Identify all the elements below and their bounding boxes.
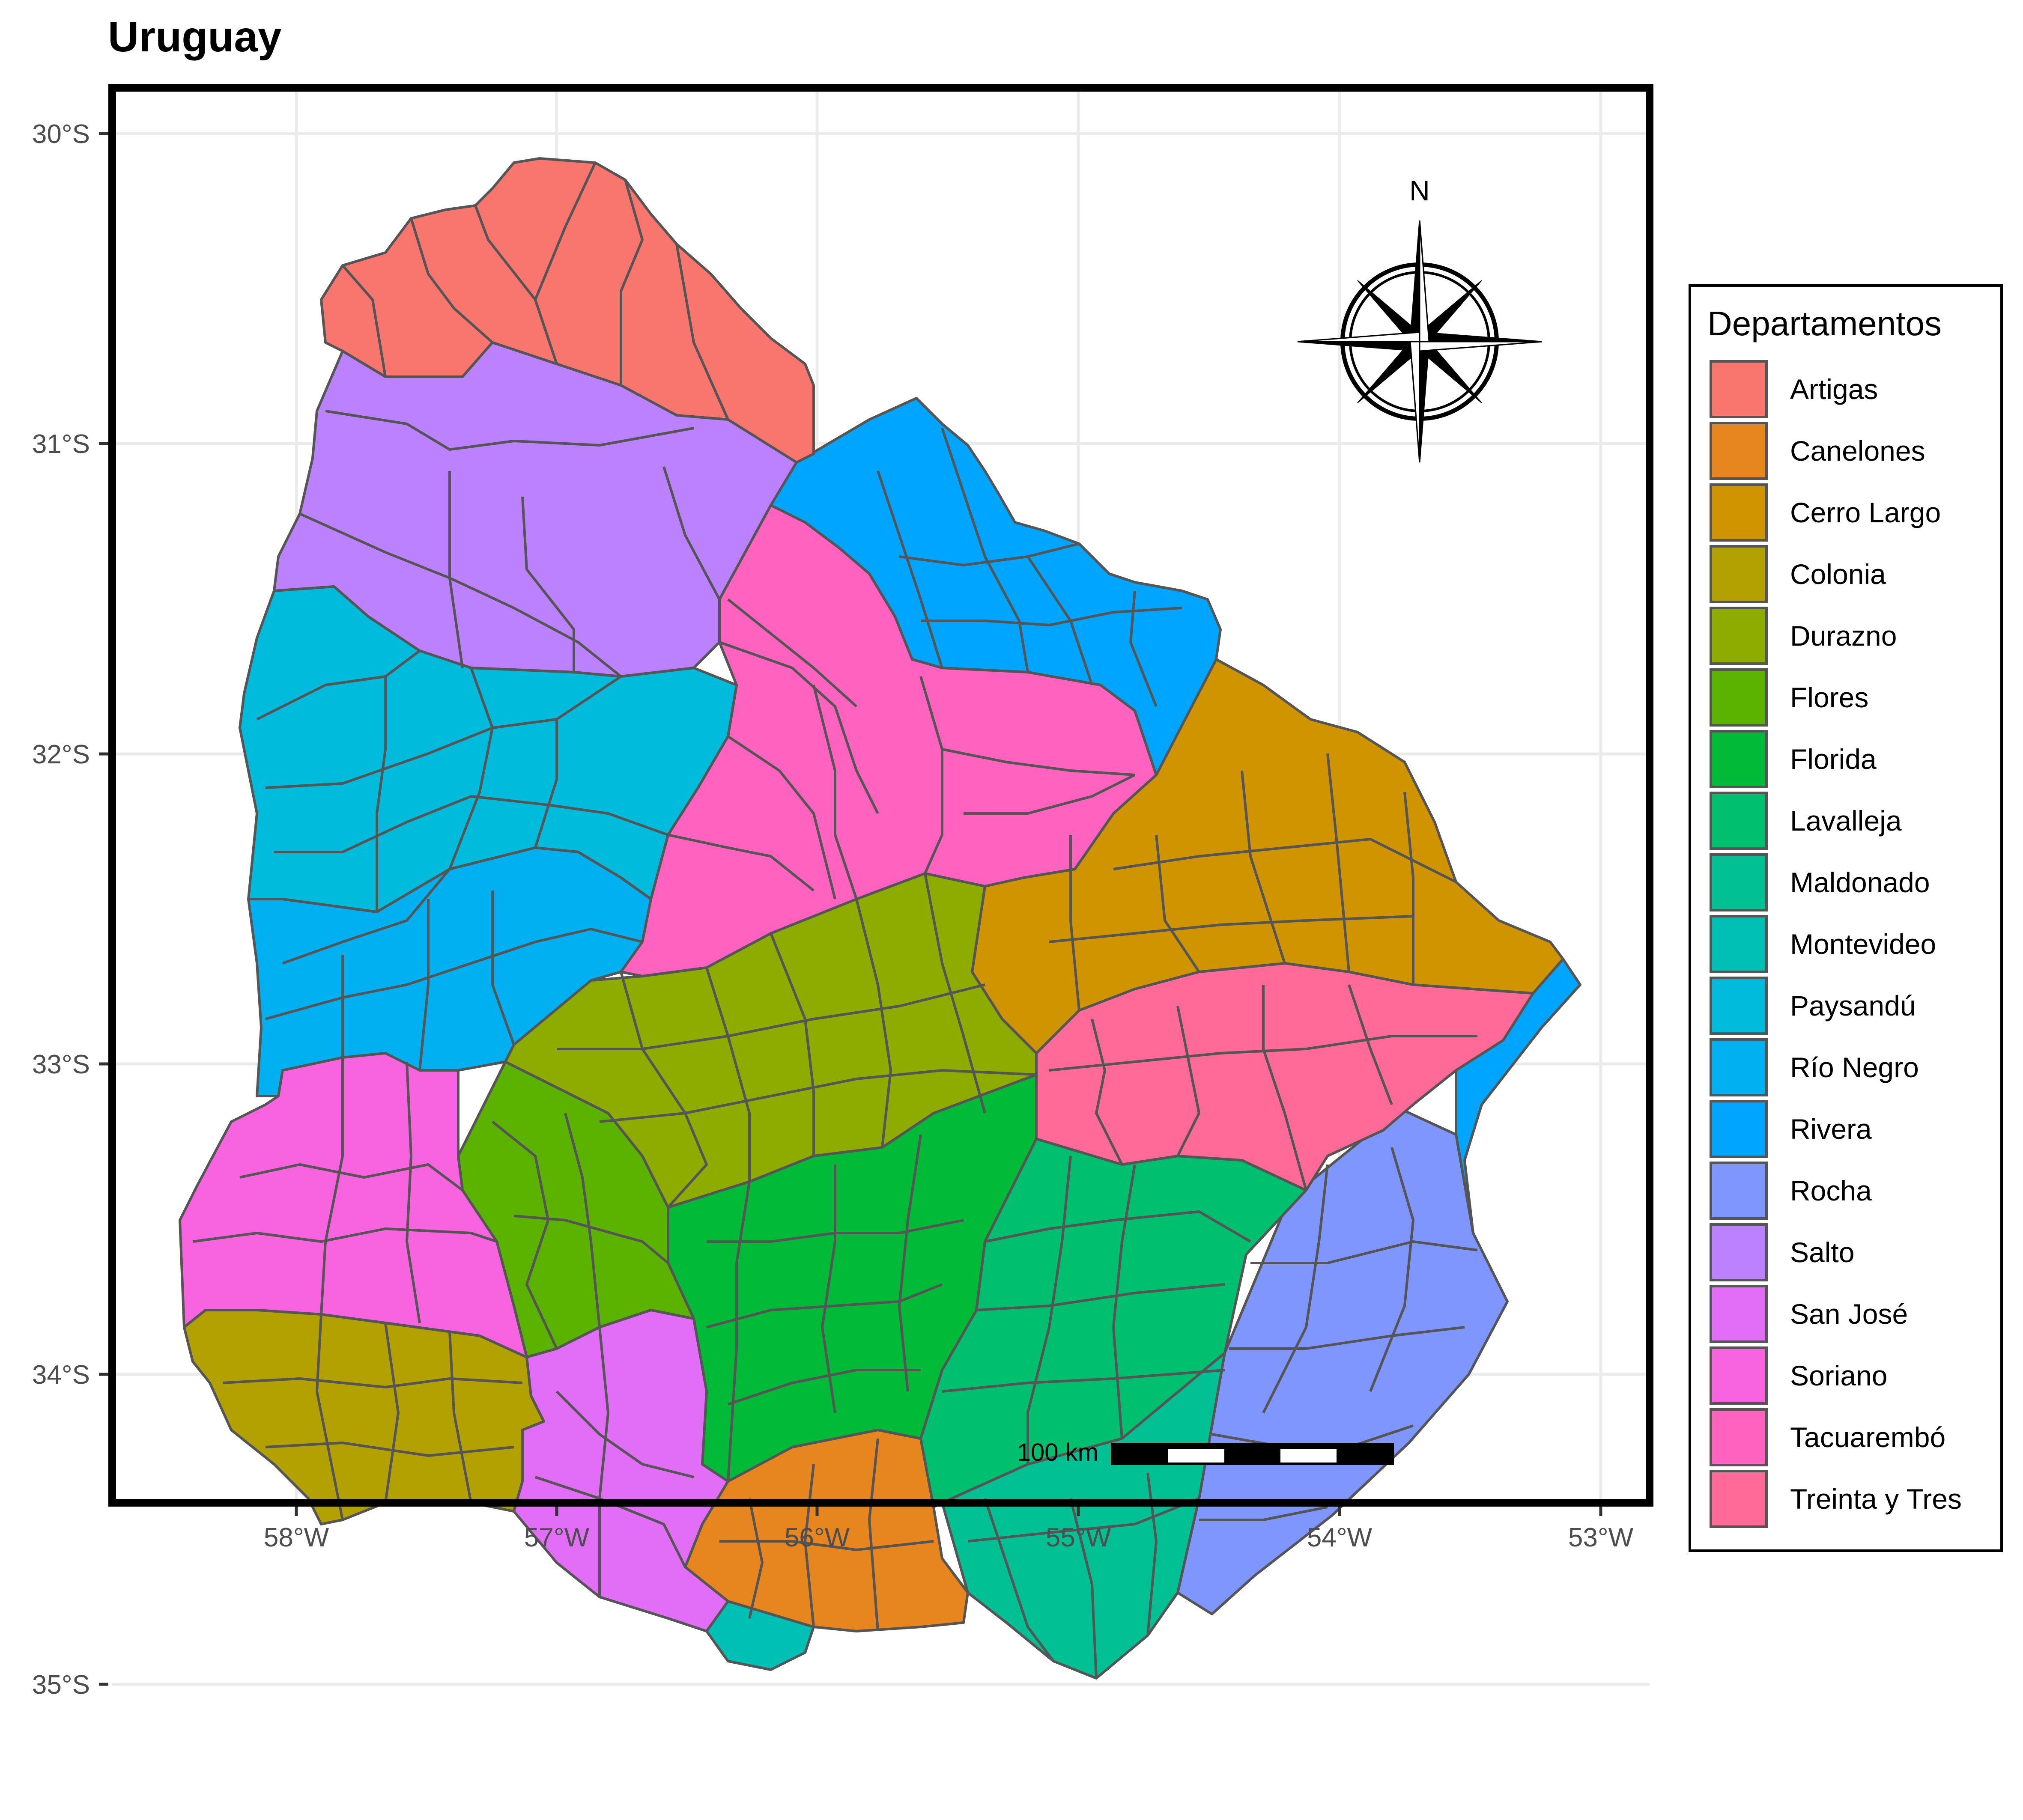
legend-item[interactable]: Flores: [1710, 668, 1868, 727]
y-tick-label: 33°S: [32, 1050, 90, 1079]
legend-item[interactable]: Cerro Largo: [1710, 483, 1941, 542]
legend-key-swatch: [1710, 730, 1768, 788]
x-tick-label: 53°W: [1568, 1523, 1634, 1552]
legend-key-swatch: [1710, 1100, 1768, 1158]
legend-key-swatch: [1710, 1408, 1768, 1466]
y-tick-label: 35°S: [32, 1670, 90, 1700]
legend-item-label: Canelones: [1790, 435, 1925, 467]
y-tick-label: 34°S: [32, 1360, 90, 1390]
scale-bar-seg-4-top: [1280, 1444, 1337, 1449]
legend-key-swatch: [1710, 483, 1768, 542]
legend-item[interactable]: Treinta y Tres: [1710, 1470, 1962, 1528]
y-tick-label: 30°S: [32, 119, 90, 149]
scale-bar: 100 km: [1017, 1439, 1394, 1466]
legend-key-swatch: [1710, 668, 1768, 727]
legend-item-label: Florida: [1790, 743, 1877, 775]
legend-key-swatch: [1710, 853, 1768, 911]
north-arrow: N: [1297, 175, 1542, 463]
scale-bar-label: 100 km: [1017, 1439, 1098, 1466]
legend-item[interactable]: Tacuarembó: [1710, 1408, 1945, 1466]
legend-key-swatch: [1710, 360, 1768, 418]
scale-bar-seg-2-top: [1168, 1444, 1224, 1449]
legend-key-swatch: [1710, 545, 1768, 603]
legend-item[interactable]: Lavalleja: [1710, 792, 1902, 850]
legend-key-swatch: [1710, 1162, 1768, 1220]
legend-item[interactable]: Montevideo: [1710, 915, 1936, 973]
legend-item[interactable]: Durazno: [1710, 607, 1897, 665]
map-title: Uruguay: [108, 13, 282, 61]
scale-bar-seg-3: [1224, 1444, 1280, 1464]
dept-rivera[interactable]: [770, 397, 1222, 776]
legend-key-swatch: [1710, 1285, 1768, 1343]
legend-item-label: Paysandú: [1790, 990, 1916, 1022]
legend-key-swatch: [1710, 977, 1768, 1035]
scale-bar-seg-1: [1112, 1444, 1168, 1464]
legend-item-label: Tacuarembó: [1790, 1421, 1945, 1453]
legend-item-label: Treinta y Tres: [1790, 1483, 1962, 1515]
legend-item[interactable]: Soriano: [1710, 1346, 1888, 1405]
legend-item[interactable]: Florida: [1710, 730, 1877, 788]
legend-item-label: Artigas: [1790, 373, 1878, 405]
legend-item-label: Durazno: [1790, 620, 1897, 652]
x-tick-label: 57°W: [524, 1523, 590, 1552]
y-axis: 30°S 31°S 32°S 33°S 34°S 35°S: [32, 119, 90, 1700]
legend-item-label: Rivera: [1790, 1113, 1872, 1145]
legend-item[interactable]: Río Negro: [1710, 1038, 1919, 1096]
legend-item[interactable]: Paysandú: [1710, 977, 1916, 1035]
legend-item[interactable]: Colonia: [1710, 545, 1886, 603]
y-tick-label: 31°S: [32, 429, 90, 459]
legend: Departamentos Artigas Canelones Cerro Larg…: [1689, 284, 2003, 1552]
map-panel-border: [108, 84, 1653, 1507]
scale-bar-seg-5: [1337, 1444, 1393, 1464]
legend-item-label: Maldonado: [1790, 867, 1930, 898]
x-axis: 58°W 57°W 56°W 55°W 54°W 53°W: [264, 1523, 1634, 1552]
legend-item-label: Lavalleja: [1790, 805, 1902, 837]
legend-item[interactable]: Rocha: [1710, 1162, 1872, 1220]
legend-item-label: Colonia: [1790, 558, 1886, 590]
legend-item-label: Soriano: [1790, 1360, 1888, 1391]
dept-san-jose[interactable]: [513, 1309, 729, 1632]
legend-item-label: Flores: [1790, 682, 1868, 713]
legend-key-swatch: [1710, 422, 1768, 480]
legend-key-swatch: [1710, 1038, 1768, 1096]
legend-key-swatch: [1710, 1223, 1768, 1281]
legend-items: Artigas Canelones Cerro Largo Colonia Durazn…: [1710, 360, 1962, 1528]
x-tick-label: 55°W: [1046, 1523, 1111, 1552]
legend-key-swatch: [1710, 915, 1768, 973]
legend-item[interactable]: Maldonado: [1710, 853, 1930, 911]
legend-key-swatch: [1710, 607, 1768, 665]
legend-item-label: Cerro Largo: [1790, 497, 1941, 528]
legend-item[interactable]: Canelones: [1710, 422, 1925, 480]
x-tick-label: 54°W: [1307, 1523, 1373, 1552]
subdivisions: [192, 162, 1478, 1679]
legend-title: Departamentos: [1707, 304, 1942, 343]
legend-key-swatch: [1710, 1470, 1768, 1528]
legend-item[interactable]: San José: [1710, 1285, 1908, 1343]
legend-item[interactable]: Rivera: [1710, 1100, 1872, 1158]
legend-item-label: Salto: [1790, 1236, 1854, 1268]
legend-key-swatch: [1710, 1346, 1768, 1405]
x-tick-label: 56°W: [785, 1523, 850, 1552]
x-tick-label: 58°W: [264, 1523, 329, 1552]
axis-ticks: [99, 132, 1602, 1686]
legend-item-label: San José: [1790, 1298, 1908, 1330]
compass-half-w: [1297, 331, 1420, 343]
compass-north-label: N: [1409, 175, 1430, 206]
y-tick-label: 32°S: [32, 740, 90, 769]
legend-item[interactable]: Salto: [1710, 1223, 1854, 1281]
legend-item[interactable]: Artigas: [1710, 360, 1878, 418]
legend-item-label: Río Negro: [1790, 1051, 1919, 1083]
dept-rivera-east[interactable]: [1455, 958, 1581, 1234]
legend-item-label: Montevideo: [1790, 928, 1936, 960]
legend-item-label: Rocha: [1790, 1175, 1872, 1206]
legend-key-swatch: [1710, 792, 1768, 850]
